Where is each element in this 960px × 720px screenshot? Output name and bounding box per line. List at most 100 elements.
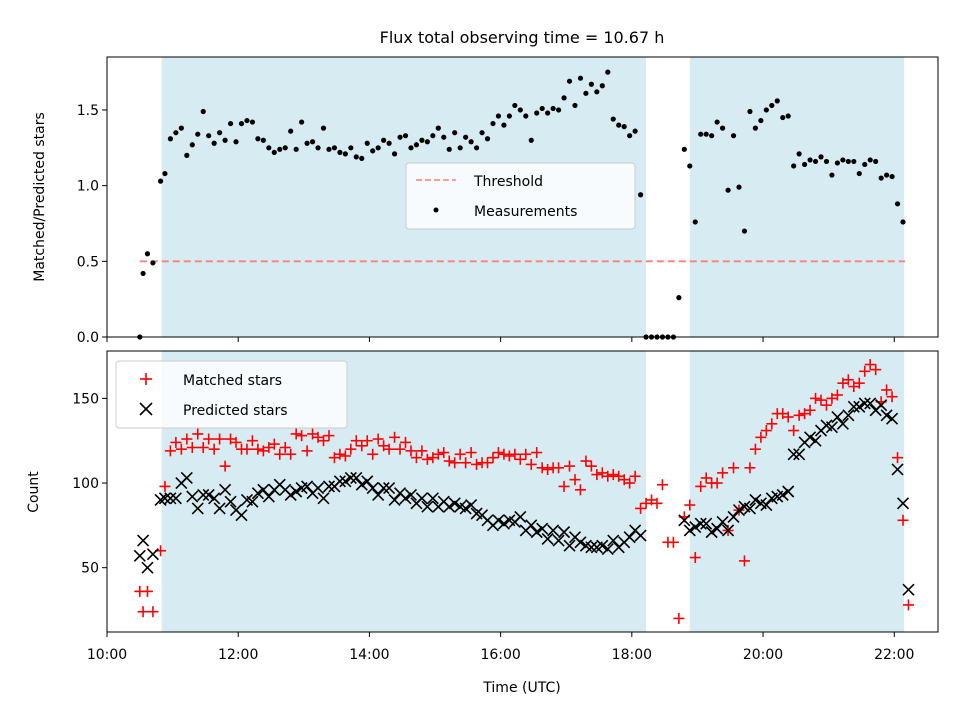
measurement-point bbox=[763, 107, 769, 113]
measurement-point bbox=[211, 140, 217, 146]
matched-star-marker bbox=[793, 409, 805, 421]
matched-star-marker bbox=[810, 392, 822, 404]
series-measurements bbox=[137, 69, 906, 340]
measurement-point bbox=[266, 145, 272, 151]
measurement-point bbox=[167, 136, 174, 142]
predicted-star-marker bbox=[557, 526, 571, 539]
predicted-star-marker bbox=[197, 488, 210, 501]
measurement-point bbox=[353, 154, 359, 160]
predicted-star-marker bbox=[782, 485, 795, 498]
matched-star-marker bbox=[815, 394, 827, 406]
top-panel-frame bbox=[106, 56, 939, 338]
matched-star-marker bbox=[290, 428, 302, 440]
measurement-point bbox=[572, 102, 578, 109]
measurement-point bbox=[780, 114, 786, 121]
predicted-star-marker bbox=[711, 522, 724, 535]
measurement-point bbox=[490, 120, 496, 127]
predicted-star-marker bbox=[202, 488, 215, 501]
predicted-star-marker bbox=[896, 497, 910, 510]
predicted-star-marker bbox=[133, 549, 146, 562]
matched-star-marker bbox=[317, 435, 329, 447]
predicted-star-marker bbox=[301, 480, 314, 493]
matched-star-marker bbox=[498, 448, 510, 460]
measurement-point bbox=[157, 178, 164, 184]
predicted-star-marker bbox=[426, 492, 439, 505]
predicted-star-marker bbox=[355, 478, 368, 491]
measurement-point bbox=[233, 139, 239, 145]
measurement-point bbox=[140, 270, 146, 277]
predicted-star-marker bbox=[694, 517, 707, 530]
measurement-point bbox=[162, 170, 168, 177]
measurement-point bbox=[238, 120, 245, 127]
matched-star-marker bbox=[689, 552, 701, 564]
measurement-point bbox=[840, 157, 846, 163]
predicted-star-marker bbox=[804, 431, 817, 444]
predicted-star-marker bbox=[219, 483, 232, 496]
measurement-point bbox=[320, 125, 327, 131]
matched-star-marker bbox=[454, 448, 466, 460]
measurement-point bbox=[692, 219, 698, 225]
matched-star-marker bbox=[421, 453, 433, 465]
measurement-point bbox=[856, 170, 862, 177]
bottom-panel: 10:00 12:00 14:00 16:00 18:00 20:00 22:00 50 10… bbox=[26, 350, 939, 696]
matched-star-marker bbox=[580, 455, 592, 467]
predicted-star-marker bbox=[727, 510, 740, 523]
predicted-star-marker bbox=[678, 514, 691, 527]
bottom-legend-box bbox=[115, 360, 348, 429]
predicted-star-marker bbox=[831, 410, 844, 424]
measurement-point bbox=[501, 122, 507, 128]
measurement-point bbox=[594, 89, 600, 95]
measurements-legend-label: Measurements bbox=[474, 204, 577, 220]
measurement-point bbox=[260, 137, 266, 143]
measurement-point bbox=[309, 139, 316, 145]
matched-star-marker bbox=[602, 470, 614, 482]
measurement-point bbox=[506, 113, 512, 119]
predicted-star-marker bbox=[552, 534, 565, 547]
predicted-star-marker bbox=[421, 500, 434, 513]
matched-star-marker bbox=[717, 467, 729, 479]
predicted-star-marker bbox=[721, 524, 735, 537]
predicted-star-marker bbox=[465, 498, 478, 512]
matched-star-marker bbox=[542, 463, 554, 475]
matched-star-marker bbox=[831, 389, 843, 401]
predicted-star-marker bbox=[377, 482, 390, 495]
top-legend-box bbox=[405, 162, 636, 230]
matched-star-marker bbox=[164, 445, 176, 457]
predicted-star-marker bbox=[180, 471, 193, 485]
matched-star-marker bbox=[892, 452, 904, 464]
top-legend: Threshold Measurements bbox=[405, 162, 636, 230]
matched-star-marker bbox=[170, 436, 182, 448]
predicted-star-marker bbox=[596, 539, 609, 552]
measurement-point bbox=[359, 155, 365, 162]
measurement-point bbox=[605, 69, 611, 75]
observing-window-1-1 bbox=[689, 351, 905, 632]
matched-star-marker bbox=[285, 448, 297, 460]
predicted-star-marker bbox=[311, 482, 325, 495]
matched-star-marker bbox=[230, 436, 242, 448]
measurement-point bbox=[468, 139, 474, 145]
matched-star-marker bbox=[711, 477, 723, 489]
predicted-star-marker bbox=[880, 409, 893, 422]
measurement-point bbox=[381, 137, 387, 143]
measurement-point bbox=[687, 163, 693, 169]
measurement-point bbox=[364, 140, 370, 146]
matched-star-marker bbox=[345, 443, 357, 455]
matched-star-marker bbox=[514, 453, 526, 465]
measurement-point bbox=[555, 107, 562, 113]
predicted-star-marker bbox=[415, 492, 428, 505]
measurement-point bbox=[244, 117, 250, 124]
measurement-point bbox=[709, 133, 715, 139]
measurement-point bbox=[512, 102, 518, 109]
predicted-star-marker bbox=[525, 519, 538, 532]
measurement-point bbox=[758, 117, 764, 124]
x-tick-label-3: 16:00 bbox=[480, 647, 520, 663]
measurement-point bbox=[823, 158, 830, 165]
matched-star-marker bbox=[738, 555, 750, 567]
measurement-point bbox=[200, 108, 206, 115]
matched-star-marker bbox=[531, 447, 543, 459]
matched-star-marker bbox=[520, 448, 532, 460]
matched-star-marker bbox=[175, 443, 187, 455]
predicted-star-marker bbox=[732, 504, 746, 517]
measurement-point bbox=[326, 146, 332, 152]
matched-star-marker bbox=[853, 377, 865, 389]
